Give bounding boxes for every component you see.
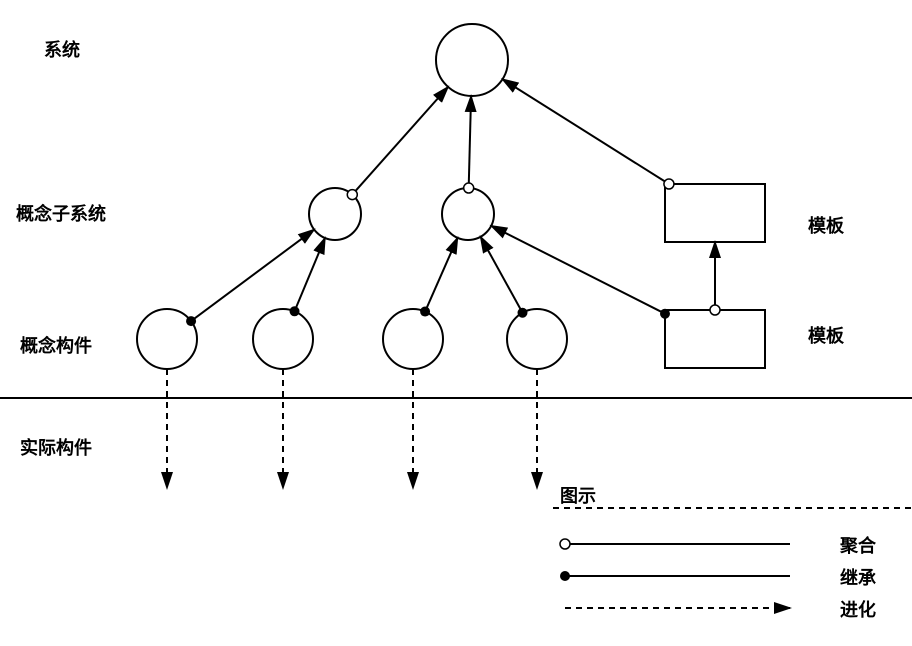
edge-tail-open-2 <box>664 179 674 189</box>
edge-7 <box>491 226 665 314</box>
edge-tail-open-1 <box>464 183 474 193</box>
edge-1 <box>469 96 471 188</box>
label-template1: 模板 <box>808 212 844 238</box>
edge-0 <box>352 87 448 195</box>
node-c2 <box>253 309 313 369</box>
label-concept-component: 概念构件 <box>20 332 92 358</box>
edge-6 <box>481 237 523 313</box>
diagram-canvas <box>0 0 912 646</box>
edge-tail-filled-5 <box>420 307 430 317</box>
label-system: 系统 <box>44 36 80 62</box>
edge-tail-filled-7 <box>660 309 670 319</box>
label-concept-subsystem: 概念子系统 <box>16 200 106 226</box>
edge-4 <box>295 238 325 311</box>
legend-title: 图示 <box>560 482 596 508</box>
node-t1 <box>665 184 765 242</box>
edge-tail-filled-3 <box>186 316 196 326</box>
node-sub_right <box>442 188 494 240</box>
node-system <box>436 24 508 96</box>
legend-inheritance-label: 继承 <box>840 564 876 590</box>
legend-marker-filled <box>560 571 570 581</box>
edge-tail-filled-6 <box>518 308 528 318</box>
edge-tail-filled-4 <box>290 306 300 316</box>
edge-tail-open-0 <box>347 190 357 200</box>
legend-aggregation-label: 聚合 <box>840 532 876 558</box>
edge-2 <box>502 79 668 184</box>
label-template2: 模板 <box>808 322 844 348</box>
edge-tail-open-8 <box>710 305 720 315</box>
legend-marker-open <box>560 539 570 549</box>
node-c3 <box>383 309 443 369</box>
edge-5 <box>425 238 457 312</box>
legend-evolution-label: 进化 <box>840 596 876 622</box>
label-actual-component: 实际构件 <box>20 434 92 460</box>
node-c4 <box>507 309 567 369</box>
node-t2 <box>665 310 765 368</box>
